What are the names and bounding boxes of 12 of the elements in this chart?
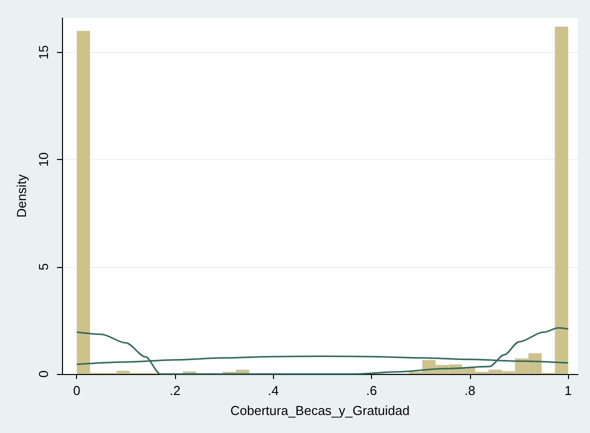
- y-axis-title: Density: [14, 174, 29, 218]
- x-tick-label: 0: [73, 383, 80, 398]
- x-tick-label: 1: [564, 383, 572, 398]
- x-tick-label: .8: [464, 383, 476, 398]
- x-axis-title: Cobertura_Becas_y_Gratuidad: [230, 403, 410, 418]
- y-tick-label: 5: [36, 263, 51, 270]
- x-tick-label: .4: [268, 383, 279, 398]
- y-tick-label: 15: [36, 45, 51, 60]
- x-tick-label: .2: [170, 383, 180, 398]
- y-tick-label: 10: [36, 152, 51, 167]
- x-tick-label: .6: [366, 383, 378, 398]
- y-tick-label: 0: [36, 370, 51, 378]
